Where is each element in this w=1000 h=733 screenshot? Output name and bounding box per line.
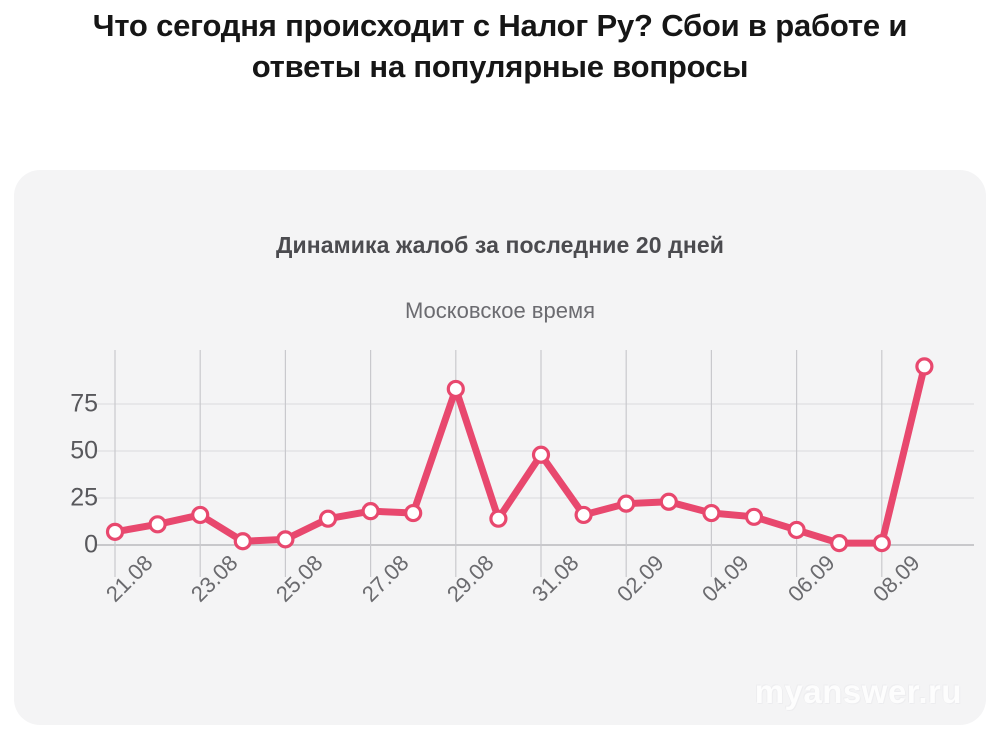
- data-point: [830, 534, 849, 553]
- y-tick-label: 50: [70, 436, 98, 465]
- page-title: Что сегодня происходит с Налог Ру? Сбои …: [92, 8, 908, 84]
- data-line: [111, 362, 928, 547]
- data-point: [702, 503, 721, 523]
- y-tick-label: 25: [70, 483, 98, 512]
- data-point: [105, 522, 125, 541]
- data-point: [233, 532, 252, 551]
- data-point: [148, 515, 167, 534]
- data-point: [404, 503, 423, 523]
- y-tick-label: 0: [84, 530, 98, 559]
- data-point: [617, 494, 636, 513]
- data-point: [361, 502, 380, 521]
- data-point: [744, 507, 764, 526]
- data-point: [446, 379, 465, 399]
- data-point: [659, 492, 678, 511]
- chart-title: Динамика жалоб за последние 20 дней: [276, 232, 724, 258]
- data-point: [191, 505, 210, 525]
- data-point: [531, 445, 551, 464]
- complaints-line-chart: [97, 350, 974, 577]
- y-axis-ticks: 0 25 50 75: [28, 170, 98, 725]
- data-point: [276, 530, 295, 549]
- data-point: [318, 509, 338, 528]
- watermark: myanswer.ru: [754, 673, 962, 710]
- data-point: [489, 509, 508, 528]
- data-point: [915, 357, 934, 376]
- y-tick-label: 75: [70, 389, 98, 418]
- data-point: [574, 505, 593, 525]
- chart-card: Динамика жалоб за последние 20 дней Моск…: [14, 170, 986, 725]
- chart-subtitle: Московское время: [404, 298, 595, 323]
- data-point: [872, 534, 891, 553]
- data-point: [787, 520, 806, 540]
- chart-plot-area: 0 25 50 75 21.08 23.08 25.08 27.08 29.08 31.08 02…: [14, 170, 986, 725]
